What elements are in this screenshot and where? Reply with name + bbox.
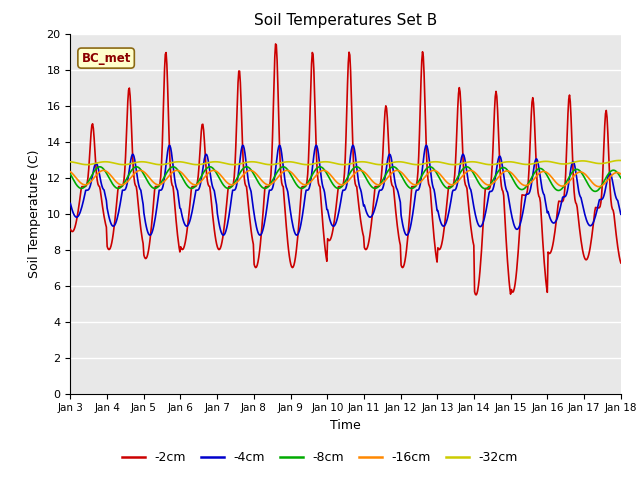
Y-axis label: Soil Temperature (C): Soil Temperature (C) [28,149,41,278]
-4cm [413,187,421,193]
Line: -8cm: -8cm [70,167,621,192]
-4cm [77,209,84,215]
-32cm [429,159,437,165]
-8cm [280,164,287,170]
-32cm [218,160,226,166]
-16cm [67,169,74,175]
-8cm [592,189,600,194]
-8cm [67,171,74,177]
-2cm [189,184,196,190]
-2cm [77,192,84,198]
-4cm [67,201,74,206]
-16cm [429,168,437,173]
-16cm [617,171,625,177]
-8cm [218,180,226,186]
Line: -2cm: -2cm [70,44,621,295]
-2cm [413,178,421,184]
Line: -32cm: -32cm [70,160,621,165]
-32cm [67,159,74,165]
-32cm [189,161,196,167]
-16cm [413,181,421,187]
Line: -4cm: -4cm [70,145,621,235]
-4cm [219,232,227,238]
-2cm [67,226,74,232]
-4cm [146,232,154,238]
-32cm [413,162,421,168]
X-axis label: Time: Time [330,419,361,432]
-2cm [218,239,226,245]
-2cm [133,189,141,194]
Line: -16cm: -16cm [70,170,621,187]
-32cm [617,157,625,163]
-32cm [133,159,141,165]
-32cm [616,157,623,163]
-4cm [617,211,625,217]
-4cm [190,201,198,206]
-8cm [189,185,196,191]
Title: Soil Temperatures Set B: Soil Temperatures Set B [254,13,437,28]
-2cm [272,41,280,47]
-4cm [422,143,430,148]
-16cm [77,180,84,185]
Legend: -2cm, -4cm, -8cm, -16cm, -32cm: -2cm, -4cm, -8cm, -16cm, -32cm [117,446,523,469]
-8cm [413,181,421,187]
-2cm [472,292,480,298]
-16cm [219,175,227,180]
-2cm [617,260,625,266]
-4cm [430,187,438,192]
-8cm [133,164,141,170]
-16cm [190,182,198,188]
-2cm [429,226,437,231]
-8cm [429,166,437,171]
-8cm [617,175,625,181]
-16cm [595,184,602,190]
-32cm [413,162,420,168]
Text: BC_met: BC_met [81,51,131,65]
-4cm [133,172,141,178]
-16cm [173,168,180,173]
-8cm [77,185,84,191]
-32cm [77,161,84,167]
-16cm [133,168,141,174]
